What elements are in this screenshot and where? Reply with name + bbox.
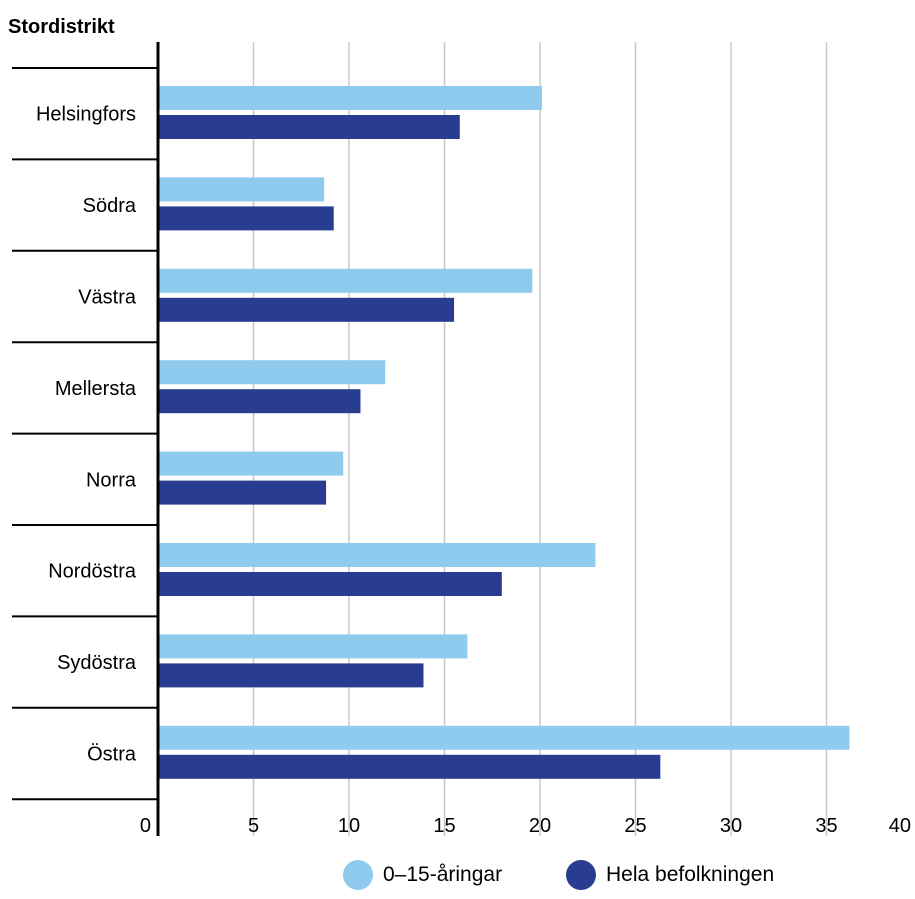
bar-children <box>158 360 386 385</box>
bar-children <box>158 451 344 476</box>
category-label: Norra <box>86 469 137 491</box>
category-label: Östra <box>87 744 137 766</box>
category-label: Mellersta <box>55 378 137 400</box>
legend-label-population: Hela befolkningen <box>606 863 775 886</box>
bar-population <box>158 480 327 505</box>
bars <box>158 86 850 779</box>
bar-chart: Stordistrikt Helsingfors Södra Västra Melle… <box>8 16 911 837</box>
bar-population <box>158 572 502 596</box>
x-tick-label: 20 <box>529 815 551 837</box>
category-label: Sydöstra <box>57 652 137 674</box>
legend-item-population: Hela befolkningen <box>566 860 774 890</box>
bar-children <box>158 725 850 750</box>
bar-children <box>158 177 325 202</box>
category-label: Södra <box>83 195 137 217</box>
x-tick-label: 0 <box>140 815 151 837</box>
legend: 0–15-åringar Hela befolkningen <box>0 860 915 899</box>
category-separators <box>12 67 158 801</box>
legend-item-children: 0–15-åringar <box>343 860 502 890</box>
category-label: Nordöstra <box>48 561 137 583</box>
bar-children <box>158 543 596 567</box>
category-label: Västra <box>78 287 137 309</box>
x-tick-label: 25 <box>624 815 646 837</box>
bar-children <box>158 86 542 110</box>
legend-swatch-children <box>343 860 373 890</box>
category-label: Helsingfors <box>36 104 136 126</box>
legend-label-children: 0–15-åringar <box>383 863 503 886</box>
bar-children <box>158 268 533 293</box>
bar-population <box>158 206 334 231</box>
x-tick-label: 15 <box>433 815 455 837</box>
bar-children <box>158 634 468 659</box>
x-tick-labels: 0 5 10 15 20 25 30 35 40 <box>140 815 911 837</box>
x-tick-label: 5 <box>248 815 259 837</box>
bar-population <box>158 663 424 688</box>
y-axis-title: Stordistrikt <box>8 16 115 38</box>
bar-population <box>158 754 661 779</box>
grid-lines <box>252 42 828 836</box>
bar-population <box>158 297 455 322</box>
category-labels: Helsingfors Södra Västra Mellersta Norra Nord… <box>36 104 137 766</box>
x-tick-label: 35 <box>815 815 837 837</box>
x-tick-label: 10 <box>338 815 360 837</box>
bar-population <box>158 389 361 414</box>
x-tick-label: 40 <box>889 815 911 837</box>
x-tick-label: 30 <box>720 815 742 837</box>
legend-swatch-population <box>566 860 596 890</box>
bar-population <box>158 115 460 139</box>
